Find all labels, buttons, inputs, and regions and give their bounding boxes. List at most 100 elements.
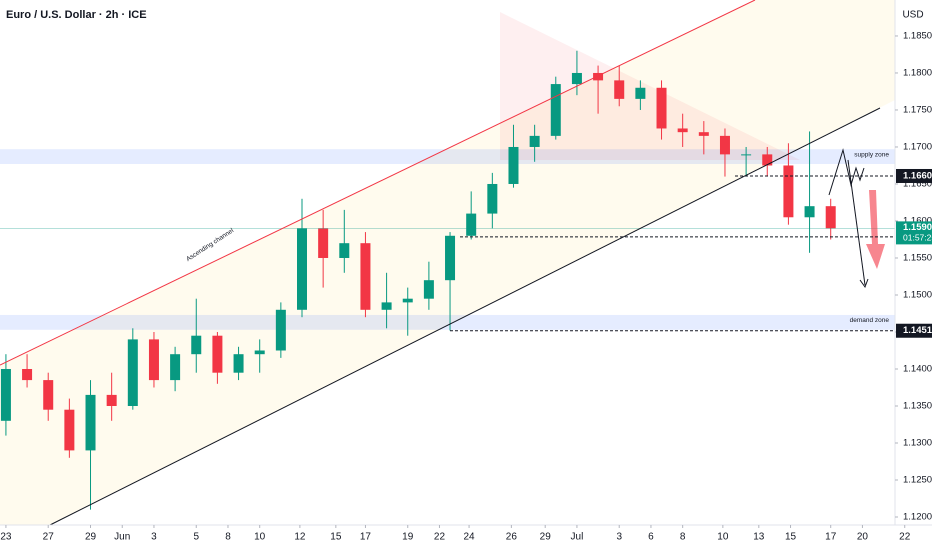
zone <box>0 314 895 330</box>
candle-body <box>254 350 265 355</box>
candle-body <box>212 335 223 373</box>
candle-body <box>423 280 434 299</box>
triangle-shade <box>500 12 800 160</box>
channel-top <box>0 0 756 366</box>
candle-body <box>148 339 159 381</box>
candle-body <box>0 368 11 421</box>
candle-body <box>783 165 794 218</box>
y-tick-label: 1.14000 <box>903 364 932 375</box>
y-tick-label: 1.15000 <box>903 290 932 301</box>
x-tick-label: Jul <box>571 532 584 543</box>
candle-body <box>402 298 413 303</box>
x-tick-label: 29 <box>85 532 97 543</box>
x-tick-label: 3 <box>616 532 622 543</box>
x-tick-label: Jun <box>114 532 130 543</box>
countdown: 01:57:25 <box>903 233 932 243</box>
candle-body <box>296 228 307 310</box>
x-tick-label: 8 <box>680 532 686 543</box>
level-label: 1.14517 <box>903 325 932 336</box>
x-tick-label: 29 <box>540 532 552 543</box>
candle-body <box>698 132 709 136</box>
arrow-head <box>859 278 869 289</box>
x-tick-label: 22 <box>899 532 911 543</box>
candle-body <box>170 354 181 381</box>
level-box <box>896 168 932 183</box>
level-box <box>896 323 932 338</box>
x-tick-label: 6 <box>648 532 654 543</box>
y-tick-label: 1.17500 <box>903 104 932 115</box>
x-tick-label: 24 <box>464 532 476 543</box>
x-tick-label: 10 <box>254 532 266 543</box>
x-tick-label: 20 <box>857 532 869 543</box>
candle-body <box>318 228 329 258</box>
candle-body <box>550 84 561 136</box>
candle-body <box>635 87 646 99</box>
candle-body <box>571 72 582 85</box>
candle-body <box>233 354 244 373</box>
y-tick-label: 1.15500 <box>903 253 932 264</box>
x-tick-label: 26 <box>506 532 518 543</box>
y-tick-label: 1.18000 <box>903 67 932 78</box>
candle-body <box>85 394 96 451</box>
candle-body <box>64 409 75 451</box>
candle-body <box>275 309 286 351</box>
candle-body <box>508 146 519 184</box>
candle-body <box>487 183 498 214</box>
projection-arrow <box>847 159 866 286</box>
y-tick-label: 1.16000 <box>903 215 932 226</box>
x-tick-label: 15 <box>330 532 342 543</box>
y-tick-label: 1.13500 <box>903 401 932 412</box>
candle-body <box>529 135 540 147</box>
candle-body <box>445 235 456 281</box>
y-tick-label: 1.12500 <box>903 475 932 486</box>
x-tick-label: 13 <box>753 532 765 543</box>
x-tick-label: 23 <box>0 532 12 543</box>
channel-bottom <box>49 107 881 526</box>
current-price-box <box>896 221 932 245</box>
candle-body <box>22 368 33 381</box>
y-tick-label: 1.17000 <box>903 141 932 152</box>
candle-body <box>593 72 604 81</box>
candle-body <box>804 206 815 218</box>
candle-body <box>339 243 350 258</box>
candle-body <box>466 213 477 236</box>
candle-body <box>677 128 688 133</box>
price-axis <box>895 0 932 550</box>
candle-body <box>191 335 202 355</box>
x-tick-label: 15 <box>785 532 797 543</box>
projection-path <box>828 148 865 196</box>
x-tick-label: 17 <box>825 532 837 543</box>
candle-body <box>762 154 773 166</box>
bearish-arrow <box>866 190 885 269</box>
candle-body <box>656 87 667 129</box>
y-tick-label: 1.16500 <box>903 178 932 189</box>
candle-body <box>719 135 730 155</box>
x-tick-label: 19 <box>402 532 414 543</box>
x-tick-label: 22 <box>434 532 446 543</box>
candle-body <box>741 154 752 156</box>
candle-body <box>360 243 371 310</box>
candle-body <box>381 302 392 310</box>
candle-body <box>825 206 836 229</box>
x-tick-label: 12 <box>294 532 306 543</box>
x-tick-label: 5 <box>193 532 199 543</box>
y-tick-label: 1.13000 <box>903 438 932 449</box>
candle-body <box>43 380 54 410</box>
x-tick-label: 27 <box>43 532 55 543</box>
candle-body <box>106 394 117 406</box>
zone <box>0 149 895 164</box>
candle-body <box>127 339 138 406</box>
candle-body <box>614 80 625 99</box>
zone-label: supply zone <box>854 151 889 158</box>
chart-title: Euro / U.S. Dollar · 2h · ICE <box>6 9 147 21</box>
x-tick-label: 17 <box>360 532 372 543</box>
y-tick-label: 1.12000 <box>903 512 932 523</box>
y-tick-label: 1.18500 <box>903 30 932 41</box>
x-tick-label: 10 <box>717 532 729 543</box>
time-axis <box>0 525 932 550</box>
currency: USD <box>902 10 923 21</box>
x-tick-label: 3 <box>151 532 157 543</box>
x-tick-label: 8 <box>225 532 231 543</box>
